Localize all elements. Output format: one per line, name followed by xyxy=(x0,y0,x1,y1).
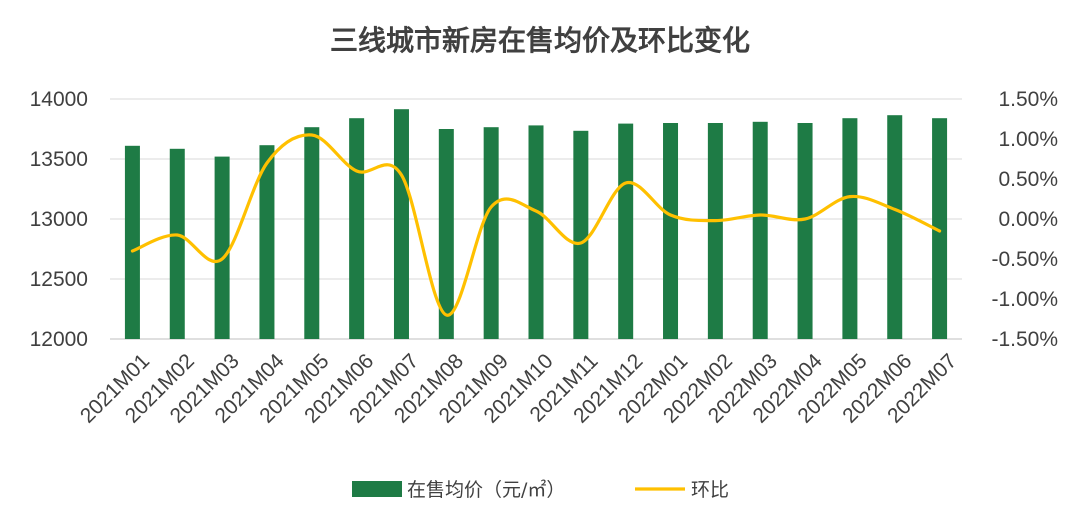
bar-series xyxy=(124,109,948,340)
right-tick-label: 1.50% xyxy=(998,88,1058,111)
right-axis: -1.50% -1.00% -0.50% 0.00% 0.50% 1.00% 1.50% xyxy=(991,88,1058,351)
bar xyxy=(663,123,679,339)
bar xyxy=(842,118,858,339)
bar xyxy=(483,127,499,339)
bar xyxy=(393,109,409,339)
left-tick-label: 12000 xyxy=(30,328,88,351)
chart-title: 三线城市新房在售均价及环比变化 xyxy=(330,24,750,57)
bar xyxy=(932,118,948,339)
line-path xyxy=(130,133,942,317)
bar xyxy=(618,123,634,339)
right-tick-label: 1.00% xyxy=(998,128,1058,151)
left-tick-label: 13500 xyxy=(30,148,88,171)
legend-label-line: 环比 xyxy=(691,479,729,501)
bar xyxy=(259,145,275,339)
legend-label-bar: 在售均价（元/㎡） xyxy=(407,478,565,501)
bar xyxy=(438,129,454,339)
bar xyxy=(797,123,813,339)
bar xyxy=(124,145,140,339)
bar xyxy=(887,115,903,339)
left-tick-label: 14000 xyxy=(30,88,88,111)
legend: 在售均价（元/㎡） 环比 xyxy=(352,478,729,501)
right-tick-label: -0.50% xyxy=(991,248,1058,271)
legend-bar-swatch xyxy=(352,481,402,497)
right-tick-label: -1.00% xyxy=(991,288,1058,311)
left-tick-label: 13000 xyxy=(30,208,88,231)
right-tick-label: -1.50% xyxy=(991,328,1058,351)
right-tick-label: 0.00% xyxy=(998,208,1058,231)
x-axis: 2021M012021M022021M032021M042021M052021M… xyxy=(76,349,961,427)
bar xyxy=(214,156,230,339)
bar xyxy=(752,121,768,339)
bar xyxy=(169,148,185,339)
bar xyxy=(528,125,544,340)
bar xyxy=(349,118,365,339)
bar xyxy=(573,130,589,339)
bar xyxy=(707,123,723,339)
left-axis: 12000 12500 13000 13500 14000 xyxy=(30,88,88,351)
right-tick-label: 0.50% xyxy=(998,168,1058,191)
left-tick-label: 12500 xyxy=(30,268,88,291)
bar xyxy=(304,127,320,339)
line-series xyxy=(130,133,942,317)
